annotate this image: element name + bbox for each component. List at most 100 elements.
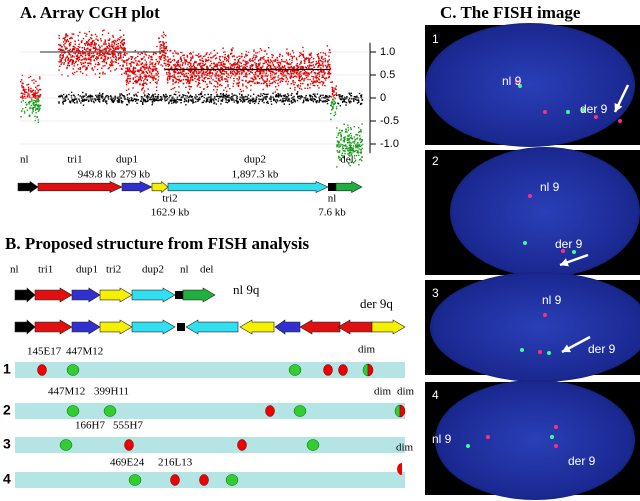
data-point [99,101,101,103]
data-point [95,94,97,97]
data-point [189,70,191,72]
data-point [88,58,91,60]
data-point [359,135,361,137]
data-point [201,74,203,77]
data-point [86,98,88,101]
data-point [161,96,163,98]
data-point [149,61,151,63]
data-point [216,95,218,97]
data-point [311,62,313,64]
data-point [342,147,345,150]
data-point [273,97,275,100]
data-point [341,148,344,150]
data-point [205,60,207,63]
data-point [107,47,109,49]
data-point [215,77,217,79]
data-point [270,67,272,69]
data-point [134,76,137,78]
data-point [179,66,182,68]
data-point [151,100,153,103]
data-point [291,50,294,52]
data-point [255,54,257,57]
data-point [163,96,165,98]
data-point [143,90,146,92]
data-point [294,70,296,73]
data-point [330,81,332,83]
data-point [117,48,119,50]
data-point [140,52,143,54]
data-point [107,56,109,59]
data-point [251,57,254,60]
data-point [259,69,261,72]
data-point [268,64,271,66]
data-point [172,87,174,90]
data-point [136,95,138,97]
data-point [238,78,241,80]
data-point [312,81,314,84]
data-point [149,71,151,74]
data-point [112,61,114,63]
data-point [77,45,80,48]
data-point [221,84,223,87]
data-point [198,99,200,101]
data-point [60,44,62,46]
data-point [99,49,101,52]
signal [547,351,551,355]
data-point [154,65,156,68]
data-point [185,104,187,106]
data-point [297,97,300,99]
data-point [170,99,172,101]
data-point [335,85,337,87]
data-point [217,62,220,64]
data-point [114,47,116,49]
data-point [348,135,350,137]
data-point [75,60,77,62]
data-point [255,52,257,54]
data-point [317,65,320,68]
data-point [177,53,179,55]
data-point [88,57,90,59]
data-point [127,82,130,84]
data-point [71,63,73,65]
data-point [272,81,274,84]
data-point [278,68,280,70]
data-point [220,73,223,75]
data-point [166,73,168,76]
data-point [152,78,154,80]
data-point [87,58,90,61]
data-point [22,93,24,95]
data-point [59,48,61,50]
data-point [192,102,194,104]
data-point [165,47,167,49]
data-point [344,138,346,140]
data-point [304,96,307,99]
data-point [219,96,221,98]
data-point [207,56,209,59]
data-point [110,95,112,97]
data-point [200,62,202,64]
segment-label: dup1 [76,264,98,276]
data-point [315,81,318,83]
data-point [155,96,157,98]
data-point [143,100,145,102]
data-point [84,58,86,60]
data-point [28,88,30,90]
data-point [68,49,71,52]
data-point [262,79,264,81]
data-point [157,79,159,81]
data-point [167,79,169,82]
data-point [240,62,242,64]
data-point [252,56,255,58]
data-point [146,83,148,85]
data-point [236,70,239,72]
data-point [28,114,31,116]
data-point [70,37,72,39]
data-point [88,49,91,51]
data-point [290,63,292,65]
data-point [248,73,251,75]
data-point [205,71,207,73]
data-point [203,97,205,99]
data-point [32,102,34,105]
data-point [309,98,311,101]
data-point [233,71,236,73]
